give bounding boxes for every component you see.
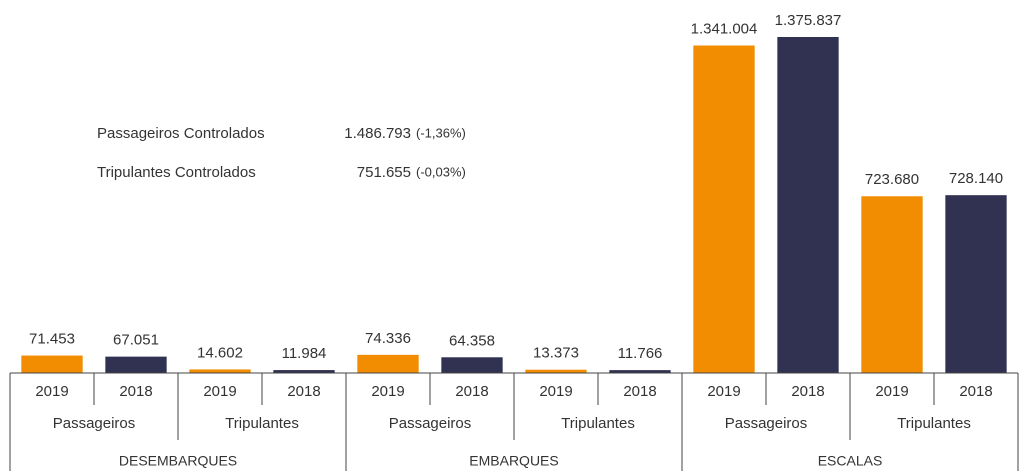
bar: [273, 370, 335, 373]
group-label: EMBARQUES: [469, 453, 558, 469]
category-label: Tripulantes: [225, 415, 299, 432]
x-tick-label: 2018: [791, 383, 824, 400]
value-label: 1.341.004: [691, 20, 758, 37]
bar: [693, 45, 755, 373]
annotation-value: 1.486.793: [344, 125, 411, 142]
bar: [357, 354, 419, 373]
x-tick-label: 2019: [875, 383, 908, 400]
annotation-label: Tripulantes Controlados: [97, 164, 256, 181]
x-tick-label: 2019: [371, 383, 404, 400]
x-tick-label: 2019: [203, 383, 236, 400]
bar: [21, 355, 83, 373]
value-label: 11.766: [618, 345, 663, 362]
value-label: 13.373: [533, 345, 579, 362]
x-tick-label: 2018: [623, 383, 656, 400]
x-tick-label: 2019: [539, 383, 572, 400]
value-label: 723.680: [865, 171, 919, 188]
x-tick-label: 2018: [287, 383, 320, 400]
x-tick-label: 2018: [959, 383, 992, 400]
annotation-value: 751.655: [357, 164, 411, 181]
value-label: 14.602: [197, 344, 243, 361]
x-tick-label: 2019: [35, 383, 68, 400]
group-label: DESEMBARQUES: [119, 453, 237, 469]
category-label: Passageiros: [389, 415, 472, 432]
bar: [945, 195, 1007, 373]
category-label: Tripulantes: [561, 415, 635, 432]
value-label: 74.336: [365, 330, 411, 347]
bar: [105, 356, 167, 373]
bar: [525, 369, 587, 373]
annotation-label: Passageiros Controlados: [97, 125, 265, 142]
annotation-change: (-0,03%): [416, 164, 466, 179]
value-label: 1.375.837: [775, 12, 842, 29]
category-label: Passageiros: [53, 415, 136, 432]
category-label: Passageiros: [725, 415, 808, 432]
bar: [441, 357, 503, 373]
bar: [861, 196, 923, 373]
value-label: 67.051: [113, 332, 159, 349]
bar: [777, 37, 839, 373]
group-label: ESCALAS: [818, 453, 883, 469]
x-tick-label: 2018: [119, 383, 152, 400]
category-label: Tripulantes: [897, 415, 971, 432]
value-label: 11.984: [282, 345, 327, 362]
bar: [189, 369, 251, 373]
bar: [609, 370, 671, 373]
value-label: 728.140: [949, 170, 1003, 187]
x-tick-label: 2018: [455, 383, 488, 400]
value-label: 64.358: [449, 332, 495, 349]
annotation-change: (-1,36%): [416, 125, 466, 140]
value-label: 71.453: [29, 331, 75, 348]
x-tick-label: 2019: [707, 383, 740, 400]
